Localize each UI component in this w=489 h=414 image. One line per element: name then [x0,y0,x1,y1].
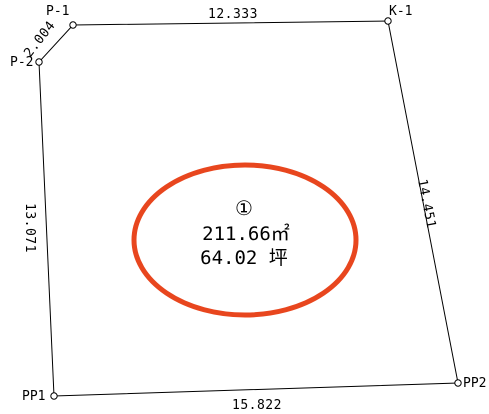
vertex-p1 [69,21,77,29]
vertex-pp2 [454,379,462,387]
label-p2: P-2 [10,55,33,70]
parcel-number: ① [235,196,253,220]
vertex-pp1 [50,392,58,400]
length-p2-pp1: 13.071 [22,203,37,253]
vertex-p2 [35,58,43,66]
label-pp1: PP1 [22,389,45,404]
length-p1-p2: 2.004 [21,18,58,60]
parcel-area-tsubo: 64.02 坪 [200,247,288,269]
vertex-k1 [384,17,392,25]
parcel-area-m2: 211.66㎡ [202,222,290,245]
parcel-boundary [38,20,459,397]
length-k1-pp2: 14.451 [414,178,438,230]
length-pp1-pp2: 15.822 [232,398,282,413]
length-p1-k1: 12.333 [208,7,258,22]
label-pp2: PP2 [463,376,486,391]
label-k1: K-1 [389,4,412,19]
label-p1: P-1 [46,4,69,19]
area-highlight-ellipse [131,162,359,318]
